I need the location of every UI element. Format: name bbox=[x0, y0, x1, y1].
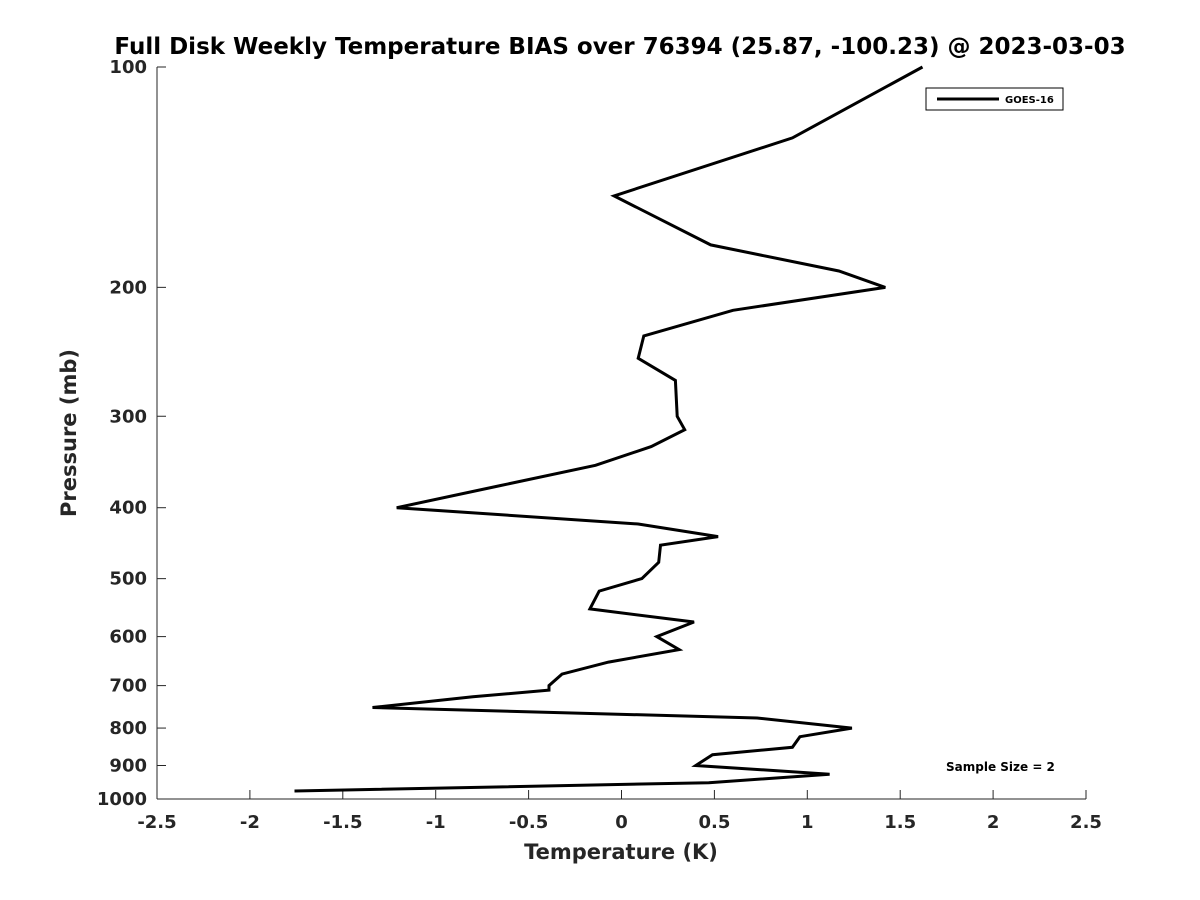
x-tick-label: -2 bbox=[240, 812, 260, 833]
x-tick-label: -1 bbox=[426, 812, 446, 833]
y-tick-label: 800 bbox=[109, 718, 147, 739]
x-tick-label: -2.5 bbox=[137, 812, 176, 833]
x-tick-label: 1 bbox=[801, 812, 814, 833]
chart-title: Full Disk Weekly Temperature BIAS over 7… bbox=[114, 34, 1125, 60]
x-tick-label: 2 bbox=[987, 812, 1000, 833]
y-tick-label: 1000 bbox=[97, 789, 147, 810]
series-line-goes-16 bbox=[294, 65, 924, 793]
y-tick-label: 200 bbox=[109, 277, 147, 298]
plot-area bbox=[157, 67, 1086, 799]
x-axis-ticks: -2.5 -2 -1.5 -1 -0.5 0 0.5 1 1.5 2 2.5 bbox=[137, 790, 1102, 833]
y-axis-label: Pressure (mb) bbox=[57, 349, 81, 517]
sample-size-annotation: Sample Size = 2 bbox=[946, 760, 1055, 774]
x-tick-label: -0.5 bbox=[509, 812, 548, 833]
y-tick-label: 400 bbox=[109, 498, 147, 519]
y-tick-label: 100 bbox=[109, 57, 147, 78]
x-axis-label: Temperature (K) bbox=[524, 840, 718, 864]
y-tick-label: 900 bbox=[109, 756, 147, 777]
legend: GOES-16 bbox=[925, 87, 1064, 111]
y-tick-label: 300 bbox=[109, 406, 147, 427]
x-tick-label: -1.5 bbox=[323, 812, 362, 833]
y-tick-label: 600 bbox=[109, 627, 147, 648]
y-axis-ticks: 100 200 300 400 500 600 700 800 900 1000 bbox=[97, 57, 166, 810]
x-tick-label: 0.5 bbox=[698, 812, 730, 833]
y-tick-label: 700 bbox=[109, 676, 147, 697]
series-layer bbox=[294, 65, 924, 793]
x-tick-label: 2.5 bbox=[1070, 812, 1102, 833]
legend-entry-goes-16: GOES-16 bbox=[1005, 95, 1054, 106]
y-tick-label: 500 bbox=[109, 569, 147, 590]
x-tick-label: 0 bbox=[615, 812, 628, 833]
x-tick-label: 1.5 bbox=[884, 812, 916, 833]
